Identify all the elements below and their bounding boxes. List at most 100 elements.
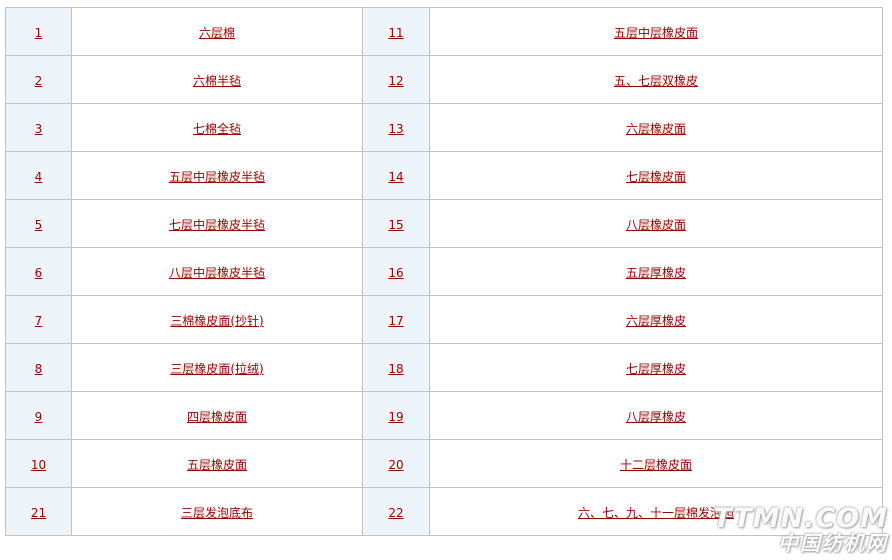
item-name-link[interactable]: 三棉橡皮面(抄针) xyxy=(170,314,264,328)
item-number-cell: 1 xyxy=(5,7,72,56)
fabric-catalog-table: 1 六层棉 11 五层中层橡皮面 2 六棉半毡 12 五、七层双橡皮 3 七棉全毡 13 六层橡皮面 4… xyxy=(5,7,883,536)
item-number-cell: 19 xyxy=(362,391,430,440)
item-name-link[interactable]: 七层厚橡皮 xyxy=(625,362,686,376)
item-number-link[interactable]: 8 xyxy=(34,362,43,376)
watermark-site-chinese-name: 中国纺机网 xyxy=(778,531,888,555)
item-number-cell: 12 xyxy=(362,55,430,104)
table-row: 6 八层中层橡皮半毡 16 五层厚橡皮 xyxy=(5,247,883,296)
table-row: 4 五层中层橡皮半毡 14 七层橡皮面 xyxy=(5,151,883,200)
item-name-cell: 六棉半毡 xyxy=(71,55,363,104)
item-name-link[interactable]: 六层橡皮面 xyxy=(625,122,686,136)
item-name-link[interactable]: 八层厚橡皮 xyxy=(625,410,686,424)
item-number-link[interactable]: 14 xyxy=(388,170,404,184)
item-name-link[interactable]: 八层橡皮面 xyxy=(625,218,686,232)
item-name-link[interactable]: 六层厚橡皮 xyxy=(625,314,686,328)
item-number-cell: 8 xyxy=(5,343,72,392)
table-row: 9 四层橡皮面 19 八层厚橡皮 xyxy=(5,391,883,440)
item-name-cell: 八层中层橡皮半毡 xyxy=(71,247,363,296)
item-name-link[interactable]: 三层橡皮面(拉绒) xyxy=(170,362,264,376)
item-number-cell: 15 xyxy=(362,199,430,248)
item-number-cell: 4 xyxy=(5,151,72,200)
item-name-link[interactable]: 十二层橡皮面 xyxy=(619,458,692,472)
item-number-cell: 3 xyxy=(5,103,72,152)
item-number-cell: 10 xyxy=(5,439,72,488)
item-number-link[interactable]: 1 xyxy=(34,26,43,40)
item-number-cell: 5 xyxy=(5,199,72,248)
item-number-link[interactable]: 3 xyxy=(34,122,43,136)
item-name-cell: 五层橡皮面 xyxy=(71,439,363,488)
item-name-cell: 八层厚橡皮 xyxy=(429,391,883,440)
item-number-link[interactable]: 16 xyxy=(388,266,404,280)
item-name-link[interactable]: 六棉半毡 xyxy=(192,74,241,88)
item-name-link[interactable]: 五层橡皮面 xyxy=(186,458,247,472)
item-name-link[interactable]: 七层橡皮面 xyxy=(625,170,686,184)
table-row: 2 六棉半毡 12 五、七层双橡皮 xyxy=(5,55,883,104)
item-name-cell: 七棉全毡 xyxy=(71,103,363,152)
item-number-cell: 13 xyxy=(362,103,430,152)
item-number-cell: 16 xyxy=(362,247,430,296)
item-name-cell: 五层厚橡皮 xyxy=(429,247,883,296)
item-number-link[interactable]: 10 xyxy=(30,458,47,472)
table-row: 5 七层中层橡皮半毡 15 八层橡皮面 xyxy=(5,199,883,248)
item-number-cell: 2 xyxy=(5,55,72,104)
item-name-link[interactable]: 五、七层双橡皮 xyxy=(613,74,698,88)
item-number-cell: 6 xyxy=(5,247,72,296)
item-number-link[interactable]: 4 xyxy=(34,170,43,184)
item-name-cell: 四层橡皮面 xyxy=(71,391,363,440)
table-body: 1 六层棉 11 五层中层橡皮面 2 六棉半毡 12 五、七层双橡皮 3 七棉全毡 13 六层橡皮面 4… xyxy=(5,7,883,536)
item-name-cell: 三层橡皮面(拉绒) xyxy=(71,343,363,392)
item-number-link[interactable]: 9 xyxy=(34,410,43,424)
table-row: 21 三层发泡底布 22 六、七、九、十一层棉发泡毡 xyxy=(5,487,883,536)
item-name-link[interactable]: 七棉全毡 xyxy=(192,122,241,136)
item-number-cell: 20 xyxy=(362,439,430,488)
item-name-cell: 六层棉 xyxy=(71,7,363,56)
item-number-cell: 14 xyxy=(362,151,430,200)
item-name-link[interactable]: 六层棉 xyxy=(198,26,235,40)
item-name-link[interactable]: 五层中层橡皮面 xyxy=(613,26,698,40)
item-name-link[interactable]: 五层中层橡皮半毡 xyxy=(168,170,265,184)
item-name-cell: 七层厚橡皮 xyxy=(429,343,883,392)
item-number-cell: 17 xyxy=(362,295,430,344)
item-number-link[interactable]: 2 xyxy=(34,74,43,88)
item-name-cell: 五层中层橡皮面 xyxy=(429,7,883,56)
item-number-cell: 22 xyxy=(362,487,430,536)
item-name-cell: 七层橡皮面 xyxy=(429,151,883,200)
item-number-cell: 7 xyxy=(5,295,72,344)
item-number-link[interactable]: 12 xyxy=(388,74,404,88)
item-name-link[interactable]: 三层发泡底布 xyxy=(180,506,253,520)
item-name-cell: 五、七层双橡皮 xyxy=(429,55,883,104)
item-name-link[interactable]: 四层橡皮面 xyxy=(186,410,247,424)
table-row: 7 三棉橡皮面(抄针) 17 六层厚橡皮 xyxy=(5,295,883,344)
item-number-link[interactable]: 21 xyxy=(30,506,47,520)
table-row: 1 六层棉 11 五层中层橡皮面 xyxy=(5,7,883,56)
item-number-cell: 18 xyxy=(362,343,430,392)
item-number-cell: 21 xyxy=(5,487,72,536)
item-number-link[interactable]: 7 xyxy=(34,314,43,328)
item-number-link[interactable]: 13 xyxy=(388,122,404,136)
item-name-link[interactable]: 五层厚橡皮 xyxy=(625,266,686,280)
item-name-cell: 十二层橡皮面 xyxy=(429,439,883,488)
item-name-cell: 六层厚橡皮 xyxy=(429,295,883,344)
item-number-link[interactable]: 18 xyxy=(388,362,404,376)
item-number-link[interactable]: 6 xyxy=(34,266,43,280)
item-name-link[interactable]: 七层中层橡皮半毡 xyxy=(168,218,265,232)
item-name-cell: 三棉橡皮面(抄针) xyxy=(71,295,363,344)
item-name-cell: 三层发泡底布 xyxy=(71,487,363,536)
item-name-cell: 六、七、九、十一层棉发泡毡 xyxy=(429,487,883,536)
item-name-cell: 八层橡皮面 xyxy=(429,199,883,248)
item-number-link[interactable]: 17 xyxy=(388,314,404,328)
item-number-link[interactable]: 22 xyxy=(388,506,404,520)
table-row: 10 五层橡皮面 20 十二层橡皮面 xyxy=(5,439,883,488)
item-name-cell: 六层橡皮面 xyxy=(429,103,883,152)
item-number-link[interactable]: 19 xyxy=(388,410,404,424)
item-name-link[interactable]: 八层中层橡皮半毡 xyxy=(168,266,265,280)
item-number-link[interactable]: 5 xyxy=(34,218,43,232)
item-number-link[interactable]: 11 xyxy=(388,26,404,40)
item-name-cell: 五层中层橡皮半毡 xyxy=(71,151,363,200)
item-name-link[interactable]: 六、七、九、十一层棉发泡毡 xyxy=(577,506,734,520)
item-number-link[interactable]: 20 xyxy=(388,458,404,472)
table-row: 8 三层橡皮面(拉绒) 18 七层厚橡皮 xyxy=(5,343,883,392)
item-number-link[interactable]: 15 xyxy=(388,218,404,232)
table-row: 3 七棉全毡 13 六层橡皮面 xyxy=(5,103,883,152)
